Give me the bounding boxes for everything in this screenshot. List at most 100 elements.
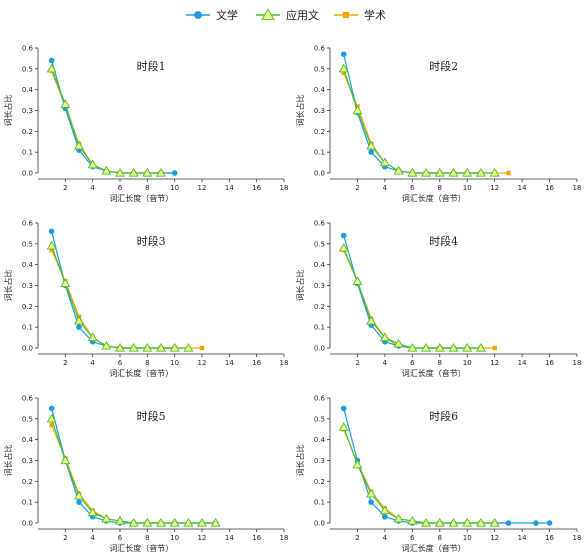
x-tick-label: 16 xyxy=(545,359,554,367)
y-tick-label: 0.4 xyxy=(314,86,326,94)
chart-svg: 0.0 0.1 0.2 0.3 0.4 0.5 0.6 2 4 6 8 10 12 14 16 18 词汇长度（… xyxy=(3,395,288,554)
x-tick-label: 4 xyxy=(383,534,388,542)
series-literature xyxy=(48,57,178,176)
x-tick-label: 16 xyxy=(252,534,261,542)
axes: 0.0 0.1 0.2 0.3 0.4 0.5 0.6 2 4 6 8 10 12 14 16 18 xyxy=(314,395,582,543)
x-axis-label: 词汇长度（音节） xyxy=(109,368,173,378)
data-point-practical xyxy=(60,278,71,288)
data-point-practical xyxy=(101,513,112,523)
y-tick-label: 0.6 xyxy=(22,45,34,53)
chart-svg: 0.0 0.1 0.2 0.3 0.4 0.5 0.6 2 4 6 8 10 12 14 16 18 词汇长度（… xyxy=(295,395,582,554)
series-line-practical xyxy=(343,68,495,174)
data-point-practical xyxy=(475,517,486,527)
data-point-practical xyxy=(448,167,459,177)
data-point-practical xyxy=(366,140,377,150)
series-academic xyxy=(49,422,218,526)
x-tick-label: 14 xyxy=(225,184,234,192)
data-point-practical xyxy=(434,517,445,527)
x-tick-label: 6 xyxy=(118,359,123,367)
y-tick-label: 0.5 xyxy=(314,240,325,248)
series-practical xyxy=(338,242,486,352)
data-point-practical xyxy=(352,276,363,285)
data-point-practical xyxy=(210,517,221,527)
data-point-practical xyxy=(379,157,390,167)
x-tick-label: 4 xyxy=(383,359,388,367)
data-point-practical xyxy=(115,342,125,352)
data-point-literature xyxy=(505,520,512,526)
legend-graphic: 文学 应用文 学术 xyxy=(186,8,386,22)
data-point-literature xyxy=(546,520,553,526)
y-tick-label: 0.1 xyxy=(22,149,33,157)
data-point-practical xyxy=(366,488,377,498)
y-tick-label: 0.1 xyxy=(22,324,33,332)
panel-3: 0.0 0.1 0.2 0.3 0.4 0.5 0.6 2 4 6 8 10 12 14 16 18 词汇长度（… xyxy=(0,215,292,380)
y-tick-label: 0.6 xyxy=(314,220,326,228)
data-point-practical xyxy=(197,517,207,527)
data-point-practical xyxy=(128,342,139,352)
y-tick-label: 0.1 xyxy=(22,499,33,507)
y-tick-label: 0.3 xyxy=(22,457,33,465)
data-point-practical xyxy=(421,167,432,177)
y-axis-label: 词长占比 xyxy=(3,270,13,302)
series-line-literature xyxy=(343,235,481,349)
y-tick-label: 0.2 xyxy=(22,128,33,136)
data-point-literature xyxy=(340,51,347,58)
data-point-practical xyxy=(156,167,166,177)
x-tick-label: 18 xyxy=(280,359,289,367)
data-point-practical xyxy=(128,167,139,177)
panel-title: 时段6 xyxy=(429,409,458,423)
data-point-literature xyxy=(48,228,55,235)
x-tick-label: 8 xyxy=(438,534,442,542)
data-point-practical xyxy=(434,167,445,177)
y-tick-label: 0.6 xyxy=(22,220,34,228)
y-tick-label: 0.5 xyxy=(22,240,33,248)
axes: 0.0 0.1 0.2 0.3 0.4 0.5 0.6 2 4 6 8 10 12 14 16 18 xyxy=(22,220,289,368)
data-point-literature xyxy=(76,499,82,505)
chart-svg: 0.0 0.1 0.2 0.3 0.4 0.5 0.6 2 4 6 8 10 12 14 16 18 词汇长度（… xyxy=(295,45,581,204)
data-point-literature xyxy=(171,170,178,176)
y-axis-label: 词长占比 xyxy=(295,95,305,127)
y-tick-label: 0.1 xyxy=(314,149,325,157)
x-tick-label: 2 xyxy=(355,184,359,192)
x-tick-label: 10 xyxy=(170,534,179,542)
data-point-practical xyxy=(338,63,349,73)
panel-6: 0.0 0.1 0.2 0.3 0.4 0.5 0.6 2 4 6 8 10 12 14 16 18 词汇长度（… xyxy=(292,390,585,555)
x-tick-label: 16 xyxy=(252,359,261,367)
data-point-literature xyxy=(48,57,55,64)
series-line-practical xyxy=(51,245,189,349)
data-point-practical xyxy=(142,517,153,527)
x-tick-label: 2 xyxy=(63,359,67,367)
panel-title: 时段1 xyxy=(137,59,166,73)
data-point-practical xyxy=(338,422,349,431)
series-literature xyxy=(48,405,219,526)
x-axis-label: 词汇长度（音节） xyxy=(109,543,173,553)
x-tick-label: 2 xyxy=(355,359,359,367)
x-tick-label: 12 xyxy=(198,184,207,192)
data-point-practical xyxy=(156,342,166,352)
data-point-practical xyxy=(74,315,84,325)
x-tick-label: 4 xyxy=(90,534,95,542)
x-tick-label: 2 xyxy=(63,184,67,192)
series-line-literature xyxy=(51,60,175,174)
series-line-literature xyxy=(343,54,481,174)
data-point-practical xyxy=(60,99,71,108)
y-tick-label: 0.0 xyxy=(314,345,325,353)
data-point-academic xyxy=(199,345,205,351)
x-tick-label: 10 xyxy=(463,359,472,367)
x-tick-label: 14 xyxy=(518,534,527,542)
legend-item-3: 学术 xyxy=(334,8,386,22)
series-academic xyxy=(49,68,177,176)
series-line-practical xyxy=(343,247,481,349)
y-tick-label: 0.6 xyxy=(22,395,34,403)
series-line-literature xyxy=(51,231,175,349)
legend-label: 文学 xyxy=(216,8,238,22)
y-tick-label: 0.0 xyxy=(22,520,33,528)
series-academic xyxy=(341,70,511,176)
data-point-practical xyxy=(462,517,473,527)
data-point-practical xyxy=(379,505,390,515)
data-point-literature xyxy=(368,499,374,505)
y-tick-label: 0.4 xyxy=(314,436,326,444)
series-line-literature xyxy=(343,408,550,524)
y-tick-label: 0.2 xyxy=(22,478,33,486)
data-point-academic xyxy=(506,170,511,176)
